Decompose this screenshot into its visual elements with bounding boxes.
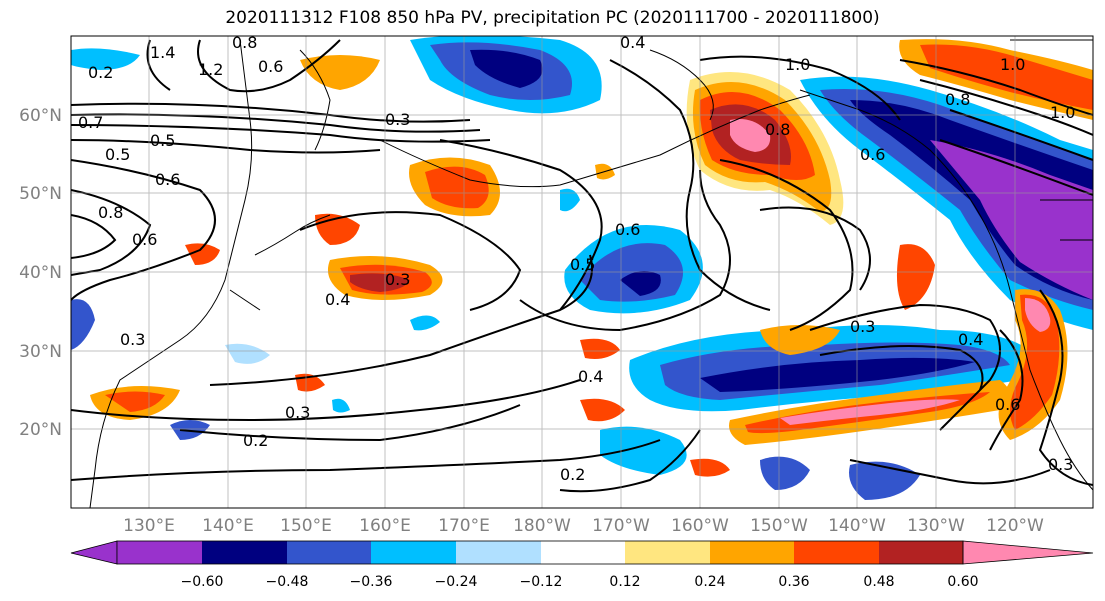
lat-label: 60°N: [19, 106, 62, 126]
contour-label: 0.5: [150, 131, 175, 150]
contour-label: 0.5: [570, 255, 595, 274]
lat-label: 50°N: [19, 184, 62, 204]
lat-label: 20°N: [19, 420, 62, 440]
lon-label: 130°E: [123, 516, 175, 536]
contour-label: 0.6: [860, 145, 885, 164]
contour-label: 1.4: [150, 43, 175, 62]
contour-label: 0.4: [578, 367, 603, 386]
colorbar-tick: −0.48: [266, 574, 309, 590]
colorbar-segment: [456, 541, 541, 564]
lon-label: 180°W: [513, 516, 571, 536]
contour-label: 0.4: [958, 330, 983, 349]
colorbar-segment: [541, 541, 625, 564]
contour-label: 0.3: [385, 110, 410, 129]
lon-label: 170°W: [592, 516, 650, 536]
colorbar-tick: −0.24: [435, 574, 478, 590]
contour-label: 0.3: [850, 317, 875, 336]
colorbar-segment: [879, 541, 963, 564]
colorbar-segment: [202, 541, 287, 564]
colorbar-segment: [625, 541, 710, 564]
colorbar-tick: 0.60: [947, 574, 978, 590]
colorbar: −0.60 −0.48 −0.36 −0.24 −0.12 0.12 0.24 …: [70, 540, 1094, 590]
latitude-labels: 60°N 50°N 40°N 30°N 20°N: [19, 106, 62, 440]
colorbar-low-extend: [70, 540, 118, 565]
contour-label: 0.3: [385, 270, 410, 289]
colorbar-segment: [287, 541, 371, 564]
contour-label: 0.4: [325, 290, 350, 309]
colorbar-tick: 0.48: [863, 574, 894, 590]
contour-label: 0.8: [765, 120, 790, 139]
colorbar-ticks: −0.60 −0.48 −0.36 −0.24 −0.12 0.12 0.24 …: [181, 574, 979, 590]
colorbar-segment: [710, 541, 794, 564]
colorbar-tick: 0.24: [694, 574, 725, 590]
contour-label: 0.2: [243, 431, 268, 450]
contour-label: 0.8: [98, 203, 123, 222]
contour-label: 0.6: [995, 395, 1020, 414]
contour-label: 1.0: [785, 55, 810, 74]
lat-label: 40°N: [19, 263, 62, 283]
lon-label: 150°W: [750, 516, 808, 536]
colorbar-segment: [371, 541, 456, 564]
contour-label: 0.3: [1048, 455, 1073, 474]
contour-label: 1.0: [1050, 103, 1075, 122]
lat-label: 30°N: [19, 342, 62, 362]
colorbar-high-extend: [962, 540, 1094, 565]
contour-label: 0.3: [285, 403, 310, 422]
colorbar-segment: [794, 541, 879, 564]
contour-label: 1.2: [198, 60, 223, 79]
contour-label: 0.6: [155, 170, 180, 189]
precip-negative-anomalies: [71, 36, 1093, 500]
contour-label: 0.2: [560, 465, 585, 484]
lon-label: 120°W: [986, 516, 1044, 536]
colorbar-tick: 0.12: [609, 574, 640, 590]
contour-label: 0.2: [88, 63, 113, 82]
plot-area: 1.4 0.8 0.6 1.2 0.7 0.5 0.5 0.6 0.8 0.6 …: [71, 33, 1093, 508]
contour-label: 0.6: [132, 230, 157, 249]
contour-label: 0.8: [945, 90, 970, 109]
lon-label: 170°E: [438, 516, 490, 536]
colorbar-frame: [116, 540, 964, 565]
contour-label: 0.4: [620, 33, 645, 52]
contour-label: 1.0: [1000, 55, 1025, 74]
graticule: [71, 36, 1093, 508]
contour-label: 0.3: [120, 330, 145, 349]
contour-label: 0.8: [232, 33, 257, 52]
colorbar-tick: 0.36: [778, 574, 809, 590]
lon-label: 160°E: [359, 516, 411, 536]
coastlines: [89, 39, 1093, 508]
longitude-labels: 130°E 140°E 150°E 160°E 170°E 180°W 170°…: [123, 516, 1044, 536]
contour-labels: 1.4 0.8 0.6 1.2 0.7 0.5 0.5 0.6 0.8 0.6 …: [78, 33, 1075, 484]
lon-label: 150°E: [280, 516, 332, 536]
contour-label: 0.7: [78, 113, 103, 132]
lon-label: 160°W: [671, 516, 729, 536]
lon-label: 140°E: [202, 516, 254, 536]
colorbar-segment: [117, 541, 202, 564]
colorbar-tick: −0.36: [350, 574, 393, 590]
lon-label: 140°W: [828, 516, 886, 536]
plot-frame: [70, 35, 1094, 509]
lon-label: 130°W: [907, 516, 965, 536]
pv-contours: [71, 39, 1093, 493]
contour-label: 0.5: [105, 145, 130, 164]
contour-label: 0.6: [258, 57, 283, 76]
map-title: 2020111312 F108 850 hPa PV, precipitatio…: [225, 8, 880, 28]
contour-label: 0.6: [615, 220, 640, 239]
colorbar-tick: −0.60: [181, 574, 224, 590]
colorbar-tick: −0.12: [520, 574, 563, 590]
